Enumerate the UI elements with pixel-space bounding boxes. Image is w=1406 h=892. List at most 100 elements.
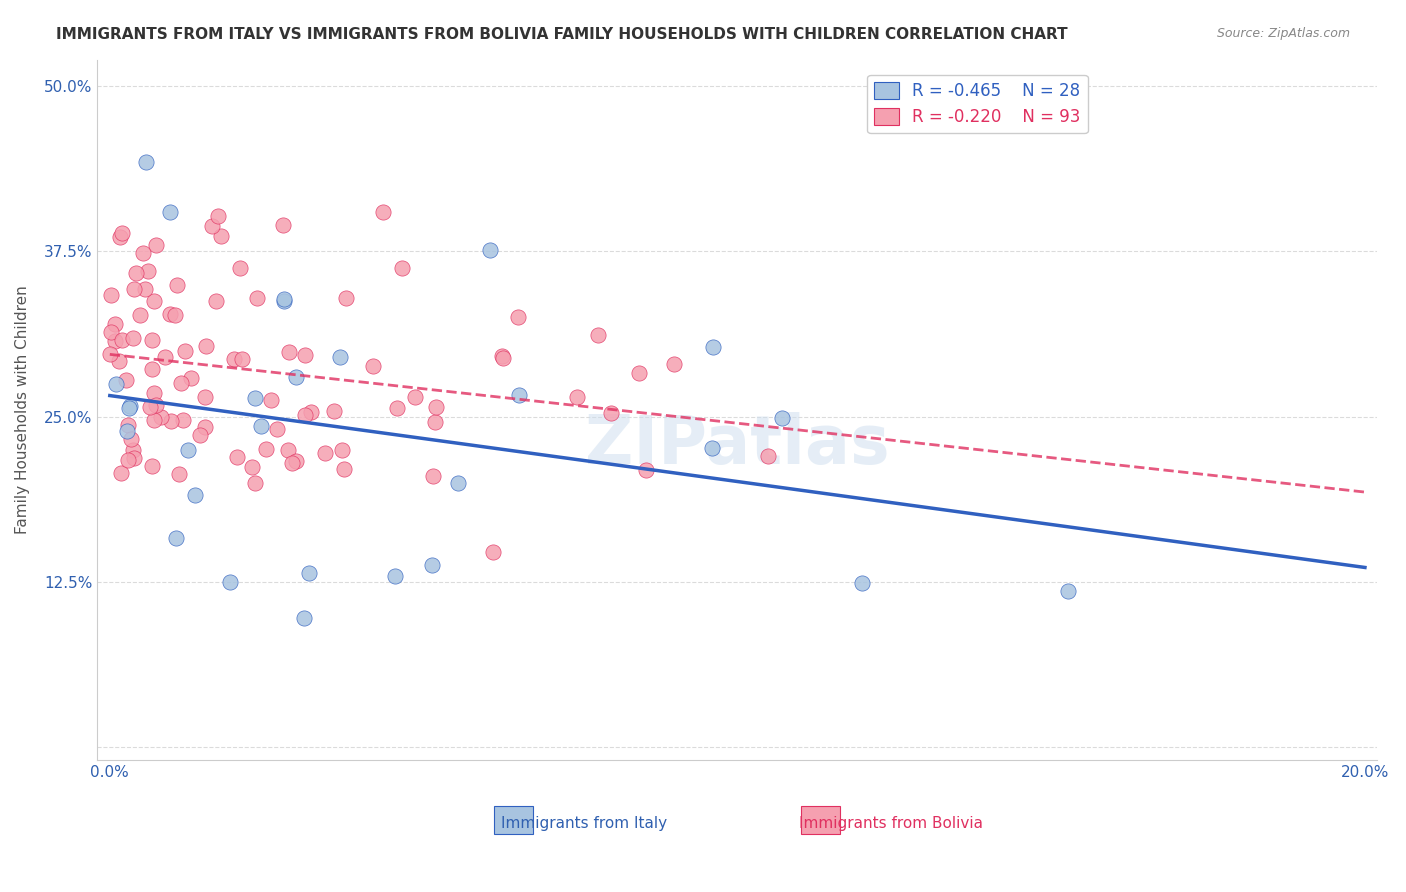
Point: [770, 411, 793, 425]
Point: [245, 476, 267, 491]
Point: [299, 404, 322, 418]
Point: [121, 432, 143, 446]
Point: [173, 344, 195, 359]
Point: [141, 333, 163, 347]
Point: [277, 443, 299, 458]
Point: [1056, 584, 1078, 599]
Point: [636, 463, 658, 477]
Point: [104, 334, 127, 348]
Point: [246, 291, 269, 305]
Text: Immigrants from Bolivia: Immigrants from Bolivia: [799, 816, 983, 830]
Point: [329, 351, 352, 365]
Point: [599, 406, 621, 420]
Point: [628, 366, 651, 380]
Point: [118, 399, 141, 413]
Point: [143, 386, 166, 401]
Point: [155, 351, 177, 365]
Point: [260, 393, 283, 408]
Point: [492, 351, 515, 365]
Point: [188, 428, 211, 442]
Point: [159, 307, 181, 321]
Point: [491, 349, 513, 363]
Point: [159, 205, 181, 219]
Point: [177, 443, 200, 458]
Point: [193, 419, 215, 434]
Point: [115, 373, 138, 387]
Point: [330, 442, 353, 457]
Point: [145, 398, 167, 412]
Point: [110, 230, 132, 244]
Point: [141, 459, 163, 474]
Point: [425, 400, 447, 414]
Point: [142, 412, 165, 426]
Point: [145, 238, 167, 252]
Point: [219, 575, 242, 590]
FancyBboxPatch shape: [494, 805, 533, 834]
Point: [124, 450, 146, 465]
Point: [121, 331, 143, 345]
Point: [361, 359, 384, 374]
Point: [277, 344, 299, 359]
Point: [243, 391, 266, 405]
Point: [333, 462, 356, 476]
Point: [447, 475, 470, 490]
Point: [508, 310, 530, 324]
Point: [204, 294, 226, 309]
Point: [298, 566, 321, 581]
Point: [482, 545, 505, 559]
Point: [169, 467, 191, 481]
Point: [292, 611, 315, 625]
Point: [165, 308, 187, 322]
Point: [273, 294, 295, 309]
Point: [194, 339, 217, 353]
Point: [508, 388, 530, 402]
Point: [335, 292, 357, 306]
Point: [250, 419, 273, 434]
Point: [135, 155, 157, 169]
Point: [138, 264, 160, 278]
Point: [224, 351, 246, 366]
Point: [165, 532, 187, 546]
Point: [184, 488, 207, 502]
Point: [117, 417, 139, 432]
Point: [273, 292, 295, 306]
Point: [285, 454, 308, 468]
Point: [423, 415, 446, 429]
Text: ZIPatlas: ZIPatlas: [585, 412, 890, 478]
Point: [117, 401, 139, 416]
Point: [588, 328, 610, 343]
Point: [139, 401, 162, 415]
Point: [851, 576, 873, 591]
Point: [702, 340, 724, 354]
Point: [170, 376, 193, 390]
Point: [172, 413, 194, 427]
Point: [371, 205, 394, 219]
Point: [284, 369, 307, 384]
Point: [700, 441, 723, 455]
Point: [391, 260, 413, 275]
Point: [756, 449, 779, 463]
Point: [565, 390, 588, 404]
Point: [160, 414, 183, 428]
Point: [166, 277, 188, 292]
Point: [314, 446, 336, 460]
Point: [141, 361, 163, 376]
Text: Source: ZipAtlas.com: Source: ZipAtlas.com: [1216, 27, 1350, 40]
Point: [149, 409, 172, 424]
Point: [226, 450, 249, 465]
Point: [385, 401, 408, 415]
Text: Immigrants from Italy: Immigrants from Italy: [501, 816, 666, 830]
Point: [122, 443, 145, 458]
Text: IMMIGRANTS FROM ITALY VS IMMIGRANTS FROM BOLIVIA FAMILY HOUSEHOLDS WITH CHILDREN: IMMIGRANTS FROM ITALY VS IMMIGRANTS FROM…: [56, 27, 1069, 42]
Point: [100, 325, 122, 339]
Point: [132, 245, 155, 260]
Point: [211, 228, 233, 243]
Point: [231, 351, 253, 366]
Point: [240, 460, 263, 475]
Point: [664, 358, 686, 372]
Point: [384, 569, 406, 583]
Point: [111, 333, 134, 347]
Point: [294, 347, 316, 361]
Point: [143, 294, 166, 309]
Point: [111, 226, 134, 240]
